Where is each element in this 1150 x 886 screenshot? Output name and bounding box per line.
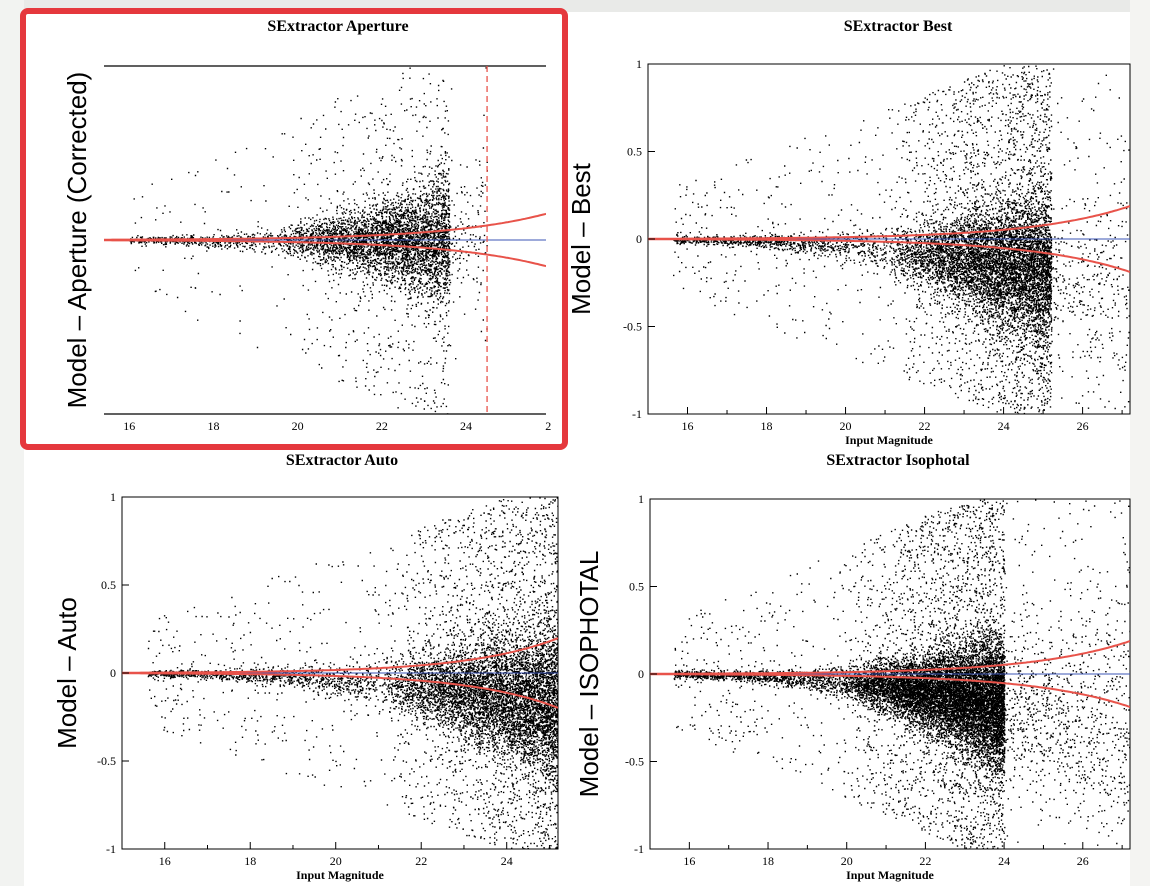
chart-title: SExtractor Auto [286, 452, 398, 469]
x-tick-label: 20 [330, 854, 342, 868]
x-axis-label: Input Magnitude [845, 433, 933, 447]
x-tick-label: 22 [919, 854, 931, 868]
chart-panel-3: 16 18 20 22 24 1 0.5 0 -0.5 -1 SExtractor Auto Inpu… [52, 452, 559, 882]
lower-error-curve [104, 239, 546, 268]
x-tick-label: 20 [840, 419, 852, 433]
x-tick-label: 18 [207, 419, 219, 433]
x-tick-label: 20 [292, 419, 304, 433]
x-tick-label: 22 [919, 419, 931, 433]
upper-error-curve [122, 637, 558, 674]
x-tick-label: 2 [545, 419, 551, 433]
y-tick-label: 0 [638, 667, 644, 681]
x-tick-label: 16 [159, 854, 171, 868]
x-axis-label: Input Magnitude [846, 868, 934, 882]
y-tick-label: 1 [110, 490, 116, 504]
x-tick-label: 18 [244, 854, 256, 868]
y-tick-label: -1 [632, 407, 642, 421]
upper-error-curve [648, 205, 1130, 240]
y-tick-label: 0.5 [627, 145, 642, 159]
y-tick-label: 1 [638, 492, 644, 506]
upper-error-curve [104, 212, 546, 241]
x-tick-label: 18 [762, 854, 774, 868]
chart-title: SExtractor Isophotal [826, 452, 970, 469]
y-tick-label: -0.5 [623, 320, 642, 334]
x-tick-label: 26 [1077, 854, 1089, 868]
x-tick-label: 22 [376, 419, 388, 433]
x-tick-label: 16 [682, 419, 694, 433]
lower-error-curve [122, 672, 558, 709]
y-tick-label: -0.5 [625, 755, 644, 769]
upper-error-curve [650, 640, 1130, 675]
chart-panel-2: 16 18 20 22 24 26 1 0.5 0 -0.5 -1 SExtractor Best In… [566, 18, 1131, 447]
y-axis-label: Model – ISOPHOTAL [574, 551, 604, 798]
y-tick-label: 0 [110, 666, 116, 680]
y-tick-label: 0.5 [101, 578, 116, 592]
x-tick-label: 24 [998, 854, 1010, 868]
y-axis-label: Model – Aperture (Corrected) [62, 72, 92, 409]
chart-panel-4: 16 18 20 22 24 26 1 0.5 0 -0.5 -1 SExtractor Isopho… [574, 452, 1131, 882]
x-tick-label: 22 [415, 854, 427, 868]
x-tick-label: 16 [683, 854, 695, 868]
x-tick-label: 24 [998, 419, 1010, 433]
x-tick-label: 24 [460, 419, 472, 433]
y-axis-label: Model – Best [566, 162, 596, 315]
x-axis-label: Input Magnitude [296, 868, 384, 882]
chart-panel-1: 16 18 20 22 24 2 SExtractor Aperture Model – Ap… [62, 18, 551, 433]
y-tick-label: 0.5 [629, 580, 644, 594]
chart-title: SExtractor Best [844, 18, 953, 35]
x-tick-label: 24 [501, 854, 513, 868]
y-tick-label: 1 [636, 57, 642, 71]
lower-error-curve [648, 238, 1130, 273]
y-tick-label: -1 [106, 842, 116, 856]
y-tick-label: 0 [636, 232, 642, 246]
y-axis-label: Model – Auto [52, 597, 82, 749]
y-tick-label: -1 [634, 842, 644, 856]
y-tick-label: -0.5 [97, 754, 116, 768]
x-tick-label: 26 [1077, 419, 1089, 433]
x-tick-label: 16 [123, 419, 135, 433]
lower-error-curve [650, 673, 1130, 708]
x-tick-label: 18 [761, 419, 773, 433]
x-tick-label: 20 [841, 854, 853, 868]
background-edge-right [1130, 0, 1150, 886]
chart-title: SExtractor Aperture [267, 18, 408, 35]
